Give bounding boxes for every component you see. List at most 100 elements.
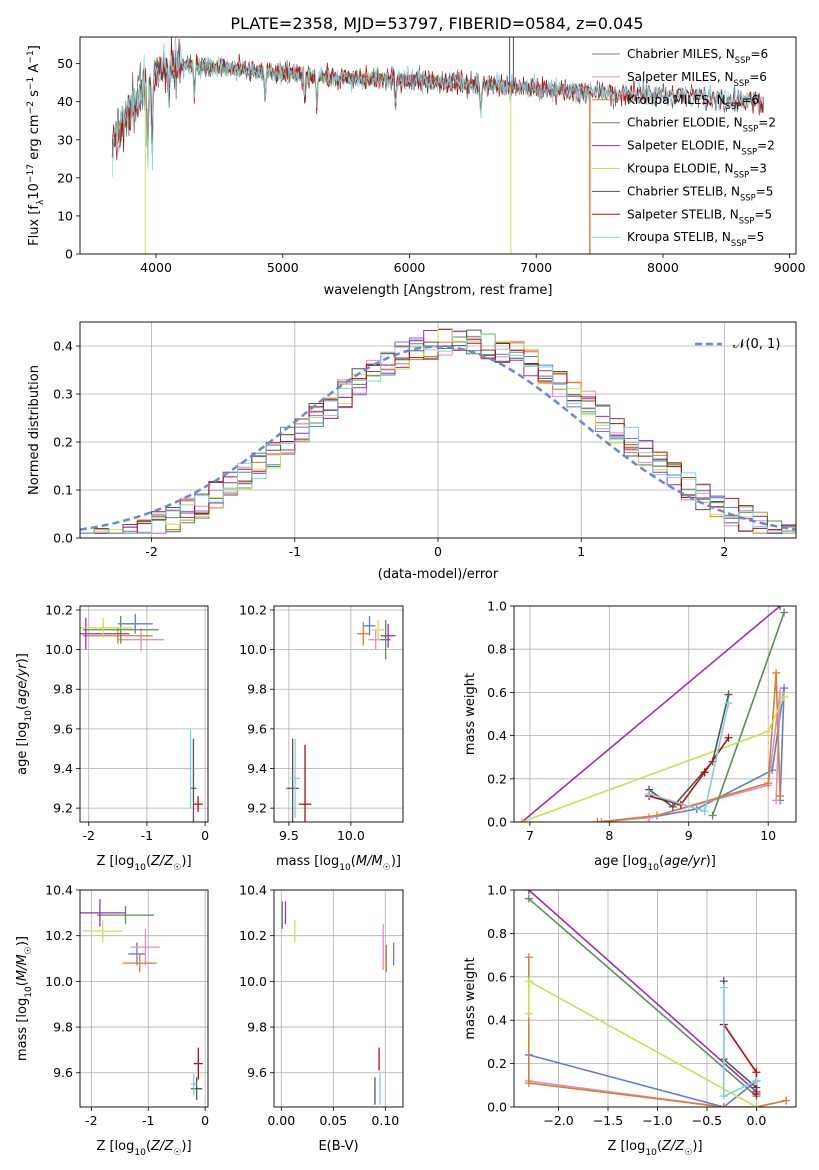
panel-age_vs_mass: 9.5 10.0 9.2 9.4 9.6 9.8 10.0 10.2 mass [log10(M…	[239, 602, 404, 873]
plot-area	[286, 615, 396, 822]
y-tick-label: 9.8	[247, 1020, 267, 1035]
x-axis-label: mass [log10(M/M☉)]	[276, 854, 401, 873]
y-tick-label: 9.2	[53, 801, 73, 816]
weight-series	[521, 696, 785, 822]
weight-marker	[780, 608, 789, 617]
y-tick-label: 9.6	[53, 1065, 73, 1080]
x-tick-label: 8	[605, 828, 613, 843]
x-tick-label: 0	[434, 544, 442, 559]
legend-entry: Salpeter MILES, NSSP=6	[627, 70, 767, 88]
data-point	[122, 953, 157, 973]
y-tick-label: 9.2	[247, 801, 267, 816]
y-tick-label: 10.2	[45, 928, 73, 943]
panel-residual_histogram: -2 -1 0 1 2 0.0 0.1 0.2 0.3 0.4 (data-model)/error…	[27, 321, 797, 582]
weight-marker	[708, 811, 717, 820]
legend-entry: 𝒩(0, 1)	[733, 337, 780, 352]
weight-marker	[524, 977, 533, 986]
x-tick-label: -2	[82, 828, 94, 843]
x-tick-label: 0.0	[746, 1113, 766, 1128]
weight-marker	[752, 1089, 761, 1098]
weight-marker	[772, 796, 781, 805]
legend-entry: Kroupa ELODIE, NSSP=3	[627, 162, 767, 180]
y-tick-label: 10.0	[45, 974, 73, 989]
weight-series	[722, 987, 757, 1098]
x-tick-label: 9.5	[279, 828, 299, 843]
x-tick-label: 0.10	[371, 1113, 399, 1128]
x-tick-label: 8000	[647, 260, 679, 275]
weight-marker	[668, 802, 677, 811]
y-axis-label: mass weight	[463, 673, 478, 755]
y-tick-label: 0.2	[53, 435, 73, 450]
x-tick-label: -2	[145, 544, 157, 559]
weight-marker	[719, 1103, 728, 1107]
weight-marker	[776, 606, 785, 610]
y-tick-label: 0.6	[487, 685, 507, 700]
x-axis-label: Z [log10(Z/Z☉)]	[607, 1139, 702, 1158]
weight-marker	[700, 768, 709, 777]
y-axis-label: Normed distribution	[27, 365, 42, 495]
y-tick-label: 20	[57, 170, 73, 185]
x-tick-label: −0.5	[692, 1113, 722, 1128]
y-tick-label: 10.2	[239, 602, 267, 617]
y-tick-label: 0.8	[487, 926, 507, 941]
y-tick-label: 10.4	[45, 883, 73, 898]
y-tick-label: 9.4	[53, 761, 73, 776]
x-tick-label: 9000	[774, 260, 806, 275]
normal-reference-curve	[80, 345, 796, 531]
y-tick-label: 9.6	[247, 1065, 267, 1080]
weight-marker	[724, 699, 733, 708]
y-tick-label: 0.4	[487, 728, 507, 743]
y-tick-label: 10.2	[239, 928, 267, 943]
x-tick-label: 7000	[520, 260, 552, 275]
y-tick-label: 10.2	[45, 602, 73, 617]
x-tick-label: 10.0	[337, 828, 365, 843]
legend-entry: Kroupa MILES, NSSP=6	[627, 93, 759, 111]
weight-series	[711, 612, 785, 816]
weight-marker	[752, 1103, 761, 1107]
y-tick-label: 10	[57, 208, 73, 223]
y-tick-label: 10.0	[45, 642, 73, 657]
data-point	[298, 744, 312, 822]
weight-marker	[645, 789, 654, 798]
plot-area	[111, 37, 765, 254]
y-axis-label: age [log10(age/yr)]	[15, 653, 34, 775]
y-tick-label: 40	[57, 94, 73, 109]
data-point	[97, 905, 154, 925]
y-tick-label: 0.0	[53, 531, 73, 546]
data-point	[286, 738, 299, 822]
y-tick-label: 0.6	[487, 969, 507, 984]
data-point	[82, 615, 159, 644]
data-point	[190, 1077, 203, 1101]
data-point	[82, 919, 123, 943]
weight-marker	[524, 894, 533, 903]
y-tick-label: 9.8	[53, 682, 73, 697]
weight-series	[521, 606, 781, 822]
weight-series	[601, 692, 781, 822]
spectrum-series	[111, 37, 765, 178]
weight-marker	[524, 1009, 533, 1018]
x-axis-label: wavelength [Angstrom, rest frame]	[324, 283, 553, 298]
legend-entry: Chabrier ELODIE, NSSP=2	[627, 116, 776, 134]
data-point	[193, 796, 203, 813]
y-tick-label: 0.0	[487, 815, 507, 830]
x-tick-label: 6000	[394, 260, 426, 275]
data-point	[193, 1047, 203, 1080]
weight-marker	[782, 1096, 791, 1105]
plot-area	[517, 606, 789, 822]
y-tick-label: 0.3	[53, 387, 73, 402]
data-point	[128, 942, 146, 966]
legend-entry: Chabrier STELIB, NSSP=5	[627, 184, 773, 202]
x-tick-label: 9	[685, 828, 693, 843]
y-tick-label: 0.1	[53, 483, 73, 498]
data-point	[117, 627, 165, 652]
data-point	[80, 617, 130, 650]
plot-area	[281, 901, 395, 1105]
data-point	[131, 928, 160, 966]
weight-marker	[597, 818, 606, 822]
panel-mass_weight_vs_age: 7 8 9 10 0.0 0.2 0.4 0.6 0.8 1.0 age [log10(age/yr…	[463, 599, 797, 873]
x-tick-label: 2	[720, 544, 728, 559]
plot-area	[80, 899, 203, 1101]
y-tick-label: 9.6	[53, 721, 73, 736]
x-tick-label: 0.05	[319, 1113, 347, 1128]
panel-mass_weight_vs_Z: −2.0 −1.5 −1.0 −0.5 0.0 0.0 0.2 0.4 0.6 0.8 1.0 Z […	[463, 883, 797, 1158]
